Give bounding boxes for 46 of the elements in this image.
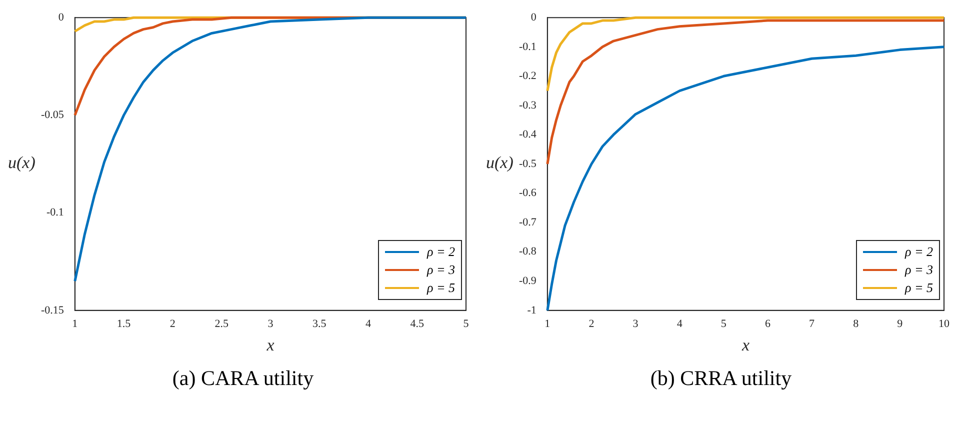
y-tick-label: -0.2 (518, 70, 536, 82)
text: (b) CRRA utility (649, 366, 793, 391)
y-tick-label: -0.3 (518, 99, 537, 112)
y-axis-title: u(x) (486, 153, 514, 173)
legend-label: ρ = 5 (904, 279, 933, 298)
y-tick-label: -1 (527, 304, 536, 316)
x-tick-label: 8 (853, 318, 860, 330)
y-tick-label: -0.15 (40, 304, 64, 316)
x-tick-label: 1 (72, 318, 78, 330)
x-tick-label: 5 (463, 318, 470, 330)
x-tick-label: 7 (809, 318, 816, 330)
x-tick-label: 4 (676, 318, 683, 330)
x-tick-label: 4.5 (410, 318, 424, 330)
x-tick-label: 3.5 (312, 318, 327, 330)
x-tick-label: 3 (632, 318, 639, 330)
x-tick-label: 1.5 (116, 318, 132, 330)
x-axis-title: x (266, 335, 275, 354)
legend-label: ρ = 3 (426, 261, 455, 280)
x-tick-label: 4 (365, 318, 372, 330)
x-tick-label: 3 (268, 318, 274, 330)
y-axis-title: u(x) (8, 153, 36, 173)
y-tick-label: -0.5 (518, 158, 537, 170)
y-tick-label: -0.7 (518, 216, 537, 228)
x-tick-label: 1 (544, 318, 550, 330)
y-tick-label: -0.6 (518, 187, 537, 200)
x-tick-label: 9 (897, 318, 904, 330)
x-tick-label: 5 (720, 318, 727, 330)
y-tick-label: -0.05 (40, 109, 64, 122)
legend-label: ρ = 5 (426, 279, 455, 298)
y-tick-label: -0.8 (518, 246, 537, 258)
legend-label: ρ = 3 (904, 261, 933, 280)
x-tick-label: 2 (170, 318, 176, 330)
x-tick-label: 2.5 (214, 318, 229, 330)
y-tick-label: -0.1 (518, 40, 536, 53)
y-tick-label: -0.4 (518, 128, 537, 141)
legend-label: ρ = 2 (426, 243, 455, 262)
legend-label: ρ = 2 (904, 243, 933, 262)
y-tick-label: -0.9 (518, 275, 537, 288)
y-tick-label: 0 (530, 11, 537, 24)
x-tick-label: 10 (938, 318, 950, 330)
x-axis-title: x (740, 335, 750, 354)
y-tick-label: -0.1 (46, 206, 64, 219)
x-tick-label: 6 (764, 318, 771, 330)
text: (a) CARA utility (171, 366, 315, 391)
x-tick-label: 2 (588, 318, 594, 330)
y-tick-label: 0 (58, 11, 64, 24)
